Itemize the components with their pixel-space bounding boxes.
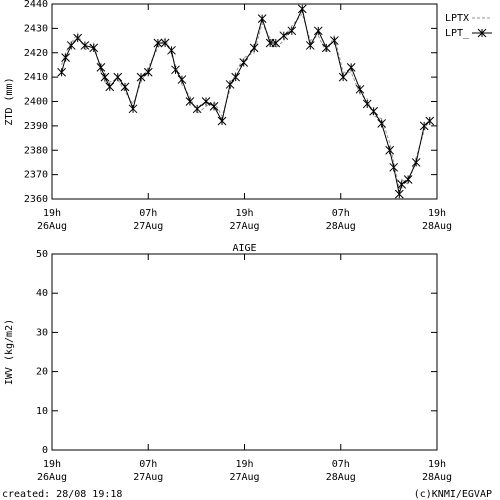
point-marker (96, 63, 106, 72)
point-marker (377, 119, 387, 128)
point-marker (389, 162, 399, 172)
y-tick-label: 40 (36, 288, 48, 299)
y-tick-label: 20 (36, 367, 48, 378)
point-marker (257, 14, 267, 23)
x-tick-label: 19h 27Aug (229, 208, 259, 232)
point-marker (167, 45, 176, 55)
point-marker (105, 82, 115, 92)
point-marker (329, 36, 339, 45)
x-tick-label: 07h 27Aug (133, 208, 163, 232)
y-axis-label: IWV (kg/m2) (4, 319, 15, 385)
point-marker (321, 43, 331, 53)
created-note: created: 28/08 19:18 (2, 489, 122, 500)
chart-title: AIGE (232, 243, 256, 254)
point-marker (185, 97, 195, 106)
point-marker (231, 72, 241, 82)
point-marker (369, 106, 378, 116)
point-marker (297, 4, 307, 14)
point-marker (143, 67, 153, 77)
point-marker (419, 121, 429, 131)
y-tick-label: 2410 (24, 72, 48, 83)
point-marker (225, 80, 235, 89)
y-axis-label: ZTD (mm) (4, 77, 15, 125)
point-marker (287, 26, 297, 36)
x-tick-label: 19h 27Aug (229, 459, 259, 483)
x-tick-label: 19h 28Aug (422, 459, 452, 483)
y-tick-label: 30 (36, 327, 48, 338)
point-marker (73, 33, 83, 43)
y-tick-label: 2440 (24, 0, 48, 10)
x-tick-label: 07h 27Aug (133, 459, 163, 483)
y-tick-label: 2420 (24, 48, 48, 59)
point-marker (136, 72, 146, 82)
y-tick-label: 50 (36, 249, 48, 260)
point-marker (201, 97, 211, 106)
point-marker (100, 72, 110, 82)
point-marker (411, 158, 421, 167)
point-marker (113, 72, 123, 82)
legend-label: LPT_ (445, 28, 470, 39)
point-marker (239, 58, 249, 67)
point-marker (160, 38, 170, 48)
point-marker (217, 116, 227, 126)
point-marker (177, 75, 187, 84)
point-marker (279, 31, 289, 41)
x-tick-label: 07h 28Aug (326, 459, 356, 483)
point-marker (338, 72, 348, 82)
point-marker (249, 43, 259, 53)
point-marker (362, 99, 372, 109)
y-tick-label: 2430 (24, 23, 48, 34)
point-marker (394, 189, 404, 199)
point-marker (305, 41, 315, 50)
y-tick-label: 2400 (24, 97, 48, 108)
x-tick-label: 19h 28Aug (422, 208, 452, 232)
point-marker (209, 102, 219, 111)
legend-marker (477, 28, 487, 38)
point-marker (66, 41, 76, 50)
point-marker (425, 116, 435, 126)
x-tick-label: 19h 26Aug (37, 208, 67, 232)
point-marker (89, 43, 99, 53)
point-marker (120, 82, 130, 92)
x-tick-label: 07h 28Aug (326, 208, 356, 232)
point-marker (271, 38, 281, 48)
point-marker (153, 38, 163, 48)
point-marker (171, 65, 180, 75)
y-tick-label: 0 (42, 445, 48, 456)
y-tick-label: 2390 (24, 121, 48, 132)
y-tick-label: 2380 (24, 145, 48, 156)
y-tick-label: 2360 (24, 194, 48, 205)
point-marker (192, 104, 202, 114)
point-marker (397, 180, 407, 189)
point-marker (385, 145, 395, 155)
point-marker (313, 26, 323, 36)
legend-label: LPTX (445, 13, 469, 24)
point-marker (128, 104, 138, 114)
point-marker (346, 63, 356, 72)
copyright: (c)KNMI/EGVAP (414, 489, 492, 500)
point-marker (57, 67, 66, 77)
x-tick-label: 19h 26Aug (37, 459, 67, 483)
point-marker (80, 41, 90, 50)
point-marker (61, 53, 70, 62)
y-tick-label: 10 (36, 406, 48, 417)
point-marker (403, 175, 413, 184)
y-tick-label: 2370 (24, 170, 48, 181)
point-marker (355, 84, 365, 94)
series-line (61, 7, 431, 195)
